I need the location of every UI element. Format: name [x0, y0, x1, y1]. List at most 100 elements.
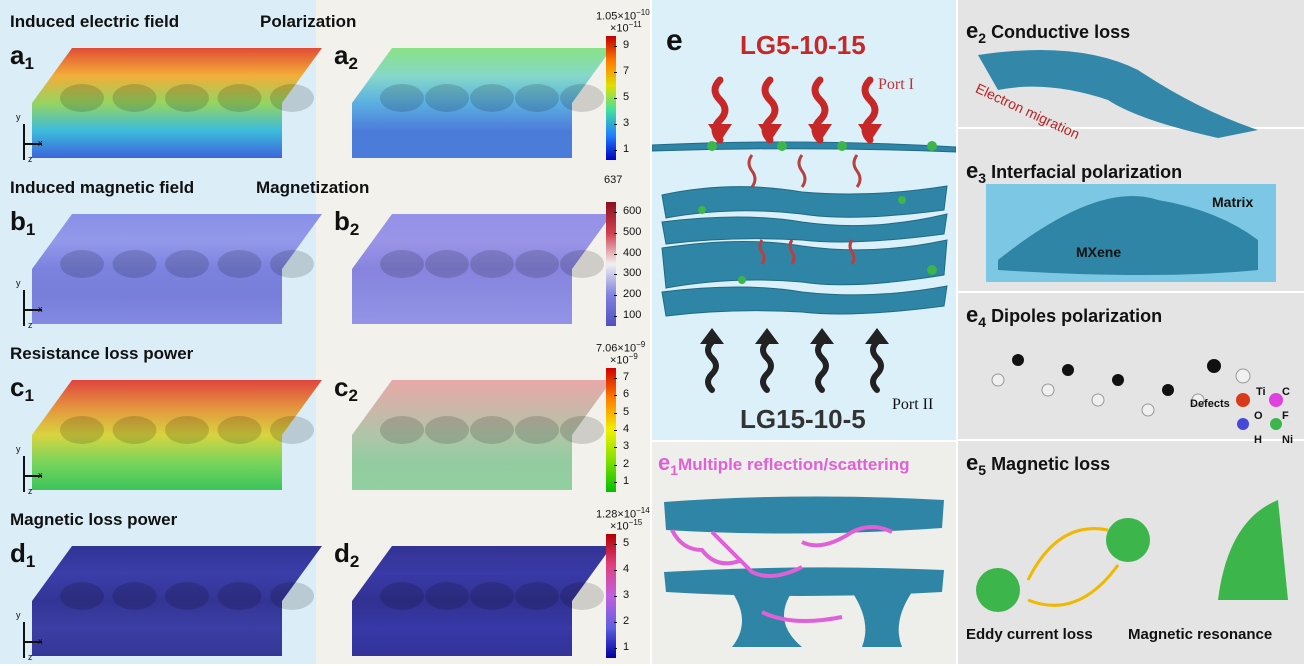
axis-label: z: [28, 154, 33, 164]
colorbar-max-exp: −10: [636, 8, 650, 17]
flake: [60, 582, 104, 610]
panel-title-text: Dipoles polarization: [991, 306, 1162, 326]
panel-label: e: [966, 302, 978, 327]
colorbar-tick-label: 4: [623, 423, 629, 435]
flake: [425, 250, 469, 278]
colorbar-tick: [614, 447, 617, 448]
panel-title-text: Magnetic loss: [991, 454, 1110, 474]
colorbar-tick-label: 100: [623, 309, 641, 321]
colorbar-scale-base: ×10: [610, 355, 629, 367]
colorbar-max-exp: −14: [636, 506, 650, 515]
colorbar-scale-base: ×10: [610, 23, 629, 35]
annotation: Matrix: [1212, 194, 1253, 210]
panel-sub: 2: [978, 30, 986, 46]
legend-label: F: [1282, 410, 1289, 422]
axis-label: y: [16, 610, 21, 620]
colorbar-tick: [614, 72, 617, 73]
flake: [380, 416, 424, 444]
colorbar-scale-base: ×10: [610, 521, 629, 533]
panel-title-text: Interfacial polarization: [991, 162, 1182, 182]
annotation: MXene: [1076, 244, 1121, 260]
panel-sub: 1: [670, 462, 678, 478]
flake: [425, 416, 469, 444]
simulation-slab: [32, 380, 322, 500]
flake: [113, 84, 157, 112]
flake: [218, 582, 262, 610]
flake: [113, 250, 157, 278]
axis-label: x: [38, 636, 43, 646]
panel-title-text: Multiple reflection/scattering: [678, 455, 909, 474]
flake: [113, 416, 157, 444]
flake: [515, 250, 559, 278]
caption: Magnetic resonance: [1128, 626, 1272, 643]
panel-title: Polarization: [260, 12, 356, 32]
colorbar-tick: [614, 570, 617, 571]
colorbar-scale-exp: −9: [629, 352, 638, 361]
flake: [470, 250, 514, 278]
colorbar-scale: ×10−11: [610, 20, 642, 35]
colorbar-tick: [614, 413, 617, 414]
flake: [380, 84, 424, 112]
port-label: Port I: [878, 76, 914, 94]
colorbar-tick: [614, 430, 617, 431]
colorbar-max: 637: [604, 174, 622, 186]
flake: [60, 250, 104, 278]
panel-title: Resistance loss power: [10, 344, 193, 364]
axis-label: x: [38, 304, 43, 314]
panel-title: e5 Magnetic loss: [966, 450, 1110, 478]
panel-letter: b: [334, 206, 350, 236]
panel-letter: a: [334, 40, 348, 70]
axes-glyph: [16, 618, 56, 662]
panel-letter: d: [10, 538, 26, 568]
colorbar-scale-exp: −15: [629, 518, 643, 527]
annotation: Defects: [1190, 398, 1230, 410]
flake: [470, 416, 514, 444]
axis-label: y: [16, 278, 21, 288]
colorbar-tick: [614, 648, 617, 649]
axis-label: x: [38, 470, 43, 480]
flake: [113, 582, 157, 610]
top-sample: LG5-10-15: [740, 30, 866, 61]
colorbar-scale: ×10−15: [610, 518, 642, 533]
simulation-panels: Induced electric fieldPolarizationa1a2yx…: [0, 0, 650, 664]
flake: [270, 416, 314, 444]
flake: [470, 84, 514, 112]
colorbar-tick: [614, 622, 617, 623]
panel-sub: 5: [978, 462, 986, 478]
panel-sub: 4: [978, 314, 986, 330]
axes-glyph: [16, 286, 56, 330]
flake: [560, 582, 604, 610]
colorbar-tick-label: 3: [623, 117, 629, 129]
panel-title: e4 Dipoles polarization: [966, 302, 1162, 330]
legend-label: O: [1254, 410, 1263, 422]
simulation-slab: [352, 546, 612, 666]
colorbar-tick-label: 2: [623, 458, 629, 470]
panel-letter: d: [334, 538, 350, 568]
panel-label: e: [966, 18, 978, 43]
colorbar-tick-label: 400: [623, 247, 641, 259]
colorbar-tick-label: 1: [623, 143, 629, 155]
colorbar-tick: [614, 254, 617, 255]
colorbar-tick-label: 2: [623, 615, 629, 627]
colorbar-tick-label: 7: [623, 371, 629, 383]
panel-letter: b: [10, 206, 26, 236]
colorbar-max-exp: −9: [636, 340, 645, 349]
colorbar: [606, 202, 616, 326]
flake: [470, 582, 514, 610]
colorbar-tick: [614, 316, 617, 317]
colorbar-tick: [614, 544, 617, 545]
colorbar-tick: [614, 150, 617, 151]
caption: Eddy current loss: [966, 626, 1093, 643]
flake: [218, 84, 262, 112]
panel-label: e: [658, 450, 670, 475]
flake: [165, 84, 209, 112]
colorbar-tick-label: 3: [623, 589, 629, 601]
panel-title: Magnetic loss power: [10, 510, 177, 530]
legend-label: Ni: [1282, 434, 1293, 446]
flake: [380, 582, 424, 610]
colorbar-tick: [614, 295, 617, 296]
flake: [560, 250, 604, 278]
colorbar-tick: [614, 596, 617, 597]
axis-label: z: [28, 320, 33, 330]
panel-e1: e1Multiple reflection/scattering: [652, 442, 956, 664]
